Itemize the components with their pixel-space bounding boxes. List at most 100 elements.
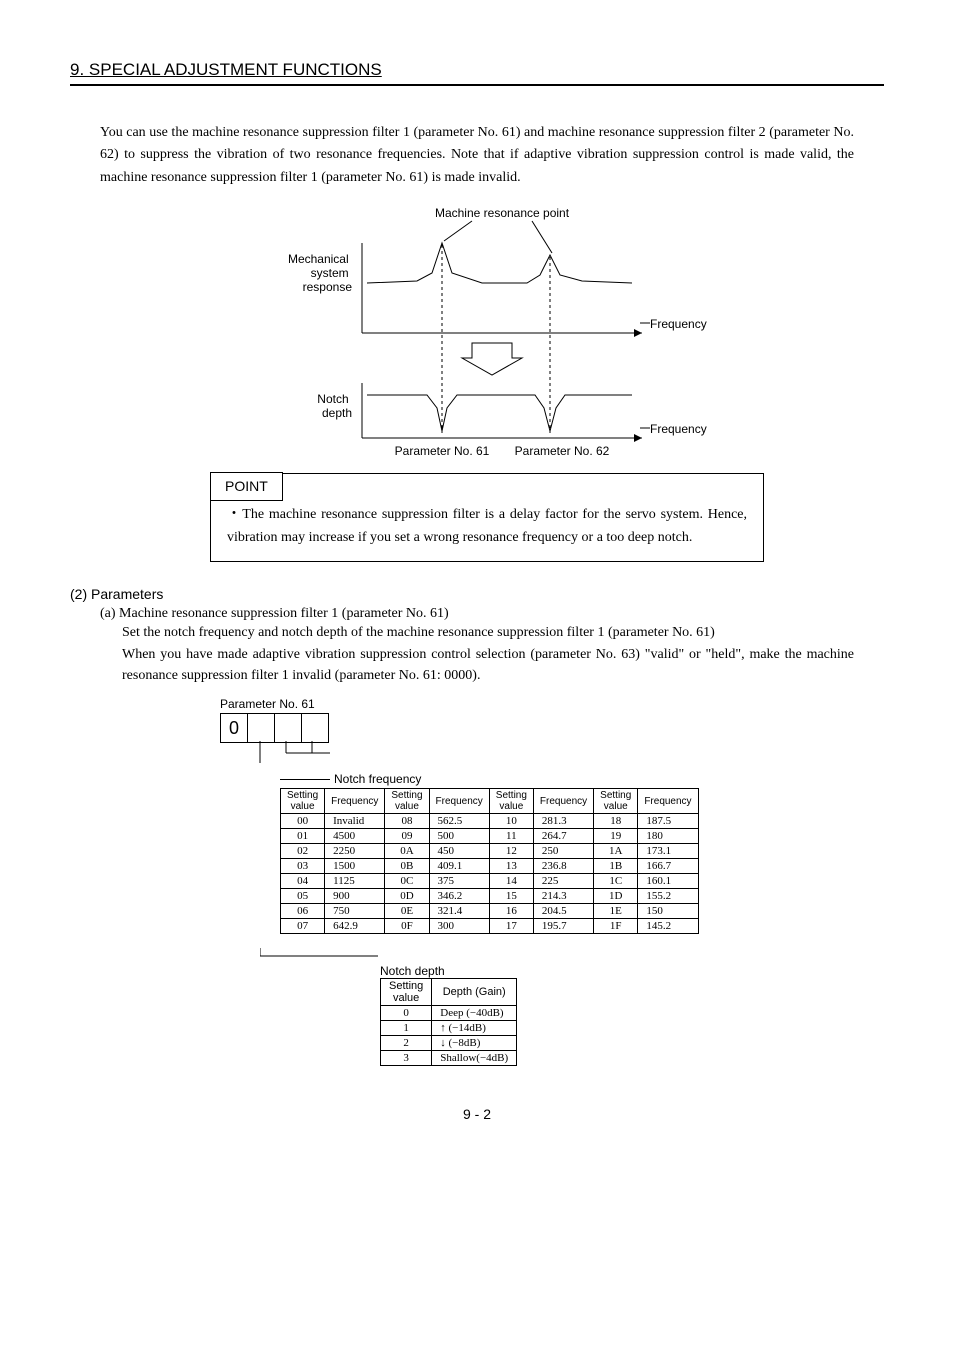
freq-cell: 750 bbox=[325, 904, 385, 919]
param-a-text1: Set the notch frequency and notch depth … bbox=[122, 622, 854, 644]
freq-cell: 06 bbox=[281, 904, 325, 919]
resonance-diagram: Machine resonance point Mechanical syste… bbox=[70, 203, 884, 463]
parameter-61-block: Parameter No. 61 0 Notch frequency Setti… bbox=[220, 697, 884, 1066]
depth-table-header: Settingvalue bbox=[381, 979, 432, 1006]
depth-cell: ↓ (−8dB) bbox=[432, 1036, 517, 1051]
freq-cell: 214.3 bbox=[533, 889, 593, 904]
depth-cell: 0 bbox=[381, 1006, 432, 1021]
freq-cell: 155.2 bbox=[638, 889, 698, 904]
freq-cell: 250 bbox=[533, 844, 593, 859]
freq-cell: 12 bbox=[489, 844, 533, 859]
freq-cell: 281.3 bbox=[533, 814, 593, 829]
svg-text:Mechanical system: Mechanical system response bbox=[288, 252, 352, 294]
freq-cell: 187.5 bbox=[638, 814, 698, 829]
freq-cell: 0F bbox=[385, 919, 429, 934]
svg-text:Parameter No. 62: Parameter No. 62 bbox=[515, 444, 610, 458]
freq-cell: 1500 bbox=[325, 859, 385, 874]
freq-cell: 11 bbox=[489, 829, 533, 844]
freq-cell: 0E bbox=[385, 904, 429, 919]
freq-table-header: Frequency bbox=[638, 789, 698, 814]
digit-2 bbox=[274, 713, 302, 743]
digit-3 bbox=[301, 713, 329, 743]
diagram-title: Machine resonance point bbox=[435, 206, 570, 220]
freq-cell: 1E bbox=[594, 904, 638, 919]
freq-cell: 02 bbox=[281, 844, 325, 859]
freq-cell: 15 bbox=[489, 889, 533, 904]
param-a-text2: When you have made adaptive vibration su… bbox=[122, 644, 854, 687]
freq-cell: 14 bbox=[489, 874, 533, 889]
freq-table-header: Frequency bbox=[325, 789, 385, 814]
freq-cell: 195.7 bbox=[533, 919, 593, 934]
freq-cell: 1D bbox=[594, 889, 638, 904]
freq-cell: 1125 bbox=[325, 874, 385, 889]
freq-cell: 4500 bbox=[325, 829, 385, 844]
freq-cell: 166.7 bbox=[638, 859, 698, 874]
freq-cell: 17 bbox=[489, 919, 533, 934]
freq-cell: 13 bbox=[489, 859, 533, 874]
freq-cell: 00 bbox=[281, 814, 325, 829]
freq-table-header: Frequency bbox=[533, 789, 593, 814]
digit-0: 0 bbox=[220, 713, 248, 743]
freq-cell: 16 bbox=[489, 904, 533, 919]
depth-cell: 1 bbox=[381, 1021, 432, 1036]
bullet-dot: ・ bbox=[227, 507, 242, 522]
freq-cell: 03 bbox=[281, 859, 325, 874]
page-number: 9 - 2 bbox=[70, 1106, 884, 1122]
svg-text:Frequency: Frequency bbox=[650, 317, 707, 331]
digit-boxes: 0 bbox=[220, 713, 884, 743]
freq-cell: 450 bbox=[429, 844, 489, 859]
freq-table-header: Settingvalue bbox=[281, 789, 325, 814]
notch-depth-table: SettingvalueDepth (Gain) 0Deep (−40dB)1↑… bbox=[380, 978, 517, 1066]
freq-cell: 321.4 bbox=[429, 904, 489, 919]
freq-cell: 01 bbox=[281, 829, 325, 844]
freq-cell: 0C bbox=[385, 874, 429, 889]
freq-cell: 0A bbox=[385, 844, 429, 859]
freq-cell: 0D bbox=[385, 889, 429, 904]
freq-cell: 145.2 bbox=[638, 919, 698, 934]
freq-cell: 07 bbox=[281, 919, 325, 934]
freq-cell: 05 bbox=[281, 889, 325, 904]
intro-paragraph: You can use the machine resonance suppre… bbox=[100, 122, 854, 189]
freq-table-header: Settingvalue bbox=[489, 789, 533, 814]
freq-cell: 150 bbox=[638, 904, 698, 919]
freq-cell: 04 bbox=[281, 874, 325, 889]
notch-frequency-table: SettingvalueFrequencySettingvalueFrequen… bbox=[280, 788, 699, 934]
freq-cell: 1A bbox=[594, 844, 638, 859]
depth-cell: Shallow(−4dB) bbox=[432, 1051, 517, 1066]
freq-cell: 18 bbox=[594, 814, 638, 829]
freq-cell: 173.1 bbox=[638, 844, 698, 859]
svg-text:Notch depth: Notch depth bbox=[317, 392, 352, 420]
freq-table-header: Frequency bbox=[429, 789, 489, 814]
freq-cell: 19 bbox=[594, 829, 638, 844]
freq-cell: 09 bbox=[385, 829, 429, 844]
point-text: The machine resonance suppression filter… bbox=[227, 507, 747, 544]
freq-cell: 2250 bbox=[325, 844, 385, 859]
depth-cell: Deep (−40dB) bbox=[432, 1006, 517, 1021]
point-label: POINT bbox=[210, 472, 283, 500]
freq-cell: 1F bbox=[594, 919, 638, 934]
freq-cell: 264.7 bbox=[533, 829, 593, 844]
point-callout: POINT ・The machine resonance suppression… bbox=[210, 473, 764, 562]
leader-lines bbox=[220, 741, 340, 769]
freq-cell: 225 bbox=[533, 874, 593, 889]
svg-text:Frequency: Frequency bbox=[650, 422, 707, 436]
freq-cell: 900 bbox=[325, 889, 385, 904]
freq-cell: 236.8 bbox=[533, 859, 593, 874]
freq-cell: 642.9 bbox=[325, 919, 385, 934]
freq-table-header: Settingvalue bbox=[594, 789, 638, 814]
freq-cell: 204.5 bbox=[533, 904, 593, 919]
freq-table-header: Settingvalue bbox=[385, 789, 429, 814]
notch-frequency-label: Notch frequency bbox=[280, 772, 421, 786]
parameters-heading: (2) Parameters bbox=[70, 586, 884, 602]
freq-cell: 346.2 bbox=[429, 889, 489, 904]
freq-cell: 08 bbox=[385, 814, 429, 829]
depth-cell: 2 bbox=[381, 1036, 432, 1051]
svg-text:Parameter No. 61: Parameter No. 61 bbox=[395, 444, 490, 458]
depth-table-header: Depth (Gain) bbox=[432, 979, 517, 1006]
param61-title: Parameter No. 61 bbox=[220, 697, 884, 711]
freq-cell: Invalid bbox=[325, 814, 385, 829]
depth-cell: 3 bbox=[381, 1051, 432, 1066]
freq-cell: 375 bbox=[429, 874, 489, 889]
section-header: 9. SPECIAL ADJUSTMENT FUNCTIONS bbox=[70, 60, 884, 86]
digit-1 bbox=[247, 713, 275, 743]
